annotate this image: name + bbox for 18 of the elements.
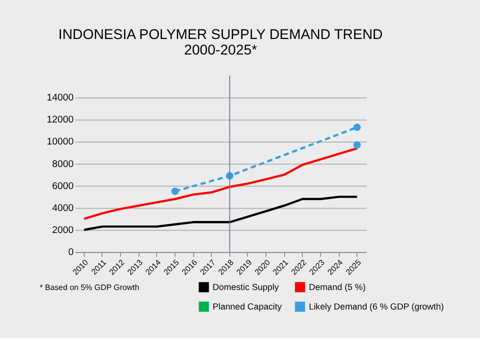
legend-label: Demand (5 %): [308, 282, 366, 292]
point: [353, 141, 361, 149]
y-tick-label: 2000: [52, 224, 74, 236]
y-tick-label: 14000: [46, 92, 74, 104]
text: * Based on 5% GDP Growth: [40, 282, 140, 292]
legend-label: Domestic Supply: [212, 282, 280, 292]
point: [353, 124, 361, 131]
y-tick-label: 8000: [52, 158, 74, 170]
y-tick-label: 4000: [52, 202, 74, 214]
line-series: [82, 196, 358, 231]
chart-title: INDONESIA POLYMER SUPPLY DEMAND TREND 2000-2025*: [58, 26, 383, 58]
legend-label: Likely Demand (6 % GDP (growth): [308, 301, 444, 312]
y-tick-label: 0: [68, 247, 74, 258]
y-tick-label: 12000: [46, 114, 74, 126]
point: [171, 188, 179, 195]
legend-label: Planned Capacity: [212, 301, 282, 312]
y-tick-label: 6000: [52, 180, 74, 192]
y-tick-label: 10000: [46, 136, 74, 148]
